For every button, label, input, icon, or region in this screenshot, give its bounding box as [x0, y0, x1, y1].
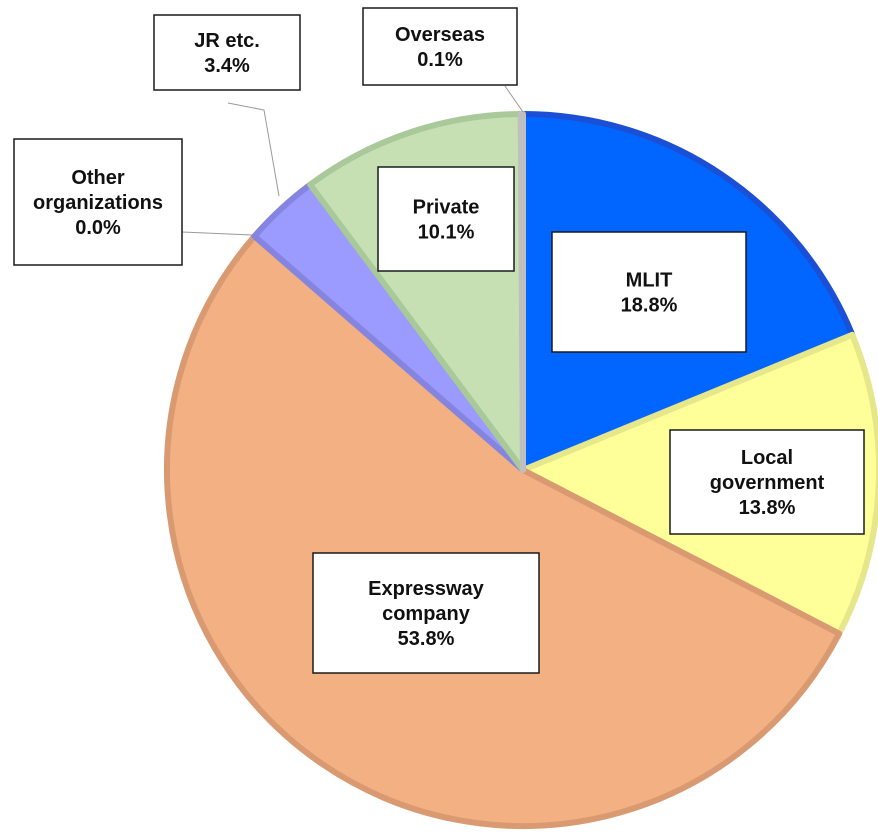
- data-label-mlit: MLIT 18.8%: [551, 231, 747, 353]
- data-label-private: Private 10.1%: [377, 166, 515, 272]
- data-label-text: Expressway: [368, 578, 485, 600]
- data-label-box: [377, 166, 515, 272]
- data-label-box: [312, 552, 540, 674]
- data-label-box: [13, 138, 183, 266]
- data-label-overseas: Overseas 0.1%: [362, 7, 518, 86]
- data-label-text: Overseas: [395, 24, 485, 46]
- data-label-text: 18.8%: [621, 295, 678, 317]
- data-label-other-organizations: Other organizations 0.0%: [13, 138, 183, 266]
- data-label-text: Local: [741, 447, 793, 469]
- data-label-text: 53.8%: [398, 628, 455, 650]
- leader-line-other-organizations: [181, 231, 253, 236]
- leader-line-overseas: [504, 85, 524, 113]
- data-label-box: [153, 14, 301, 91]
- data-label-text: 0.1%: [417, 49, 463, 71]
- data-label-text: 3.4%: [204, 55, 250, 77]
- data-label-jr-etc: JR etc. 3.4%: [153, 14, 301, 91]
- pie-slice-expressway-company: [164, 233, 843, 830]
- data-label-local-government: Local government 13.8%: [669, 429, 865, 535]
- data-label-text: 13.8%: [739, 497, 796, 519]
- data-label-box: [362, 7, 518, 86]
- data-label-text: company: [382, 603, 471, 625]
- data-label-text: 0.0%: [75, 217, 121, 239]
- data-label-text: government: [710, 472, 825, 494]
- data-label-expressway-company: Expressway company 53.8%: [312, 552, 540, 674]
- data-label-text: Private: [413, 197, 480, 219]
- data-labels: MLIT 18.8% Local government 13.8% Expressway c…: [13, 7, 865, 674]
- data-label-box: [669, 429, 865, 535]
- data-label-text: MLIT: [626, 270, 673, 292]
- data-label-text: Other: [71, 167, 125, 189]
- data-label-box: [551, 231, 747, 353]
- data-label-text: JR etc.: [194, 30, 260, 52]
- data-label-text: 10.1%: [418, 222, 475, 244]
- pie-slice-overseas: [517, 111, 526, 473]
- leader-line-jr-etc: [227, 102, 280, 197]
- data-label-text: organizations: [33, 192, 163, 214]
